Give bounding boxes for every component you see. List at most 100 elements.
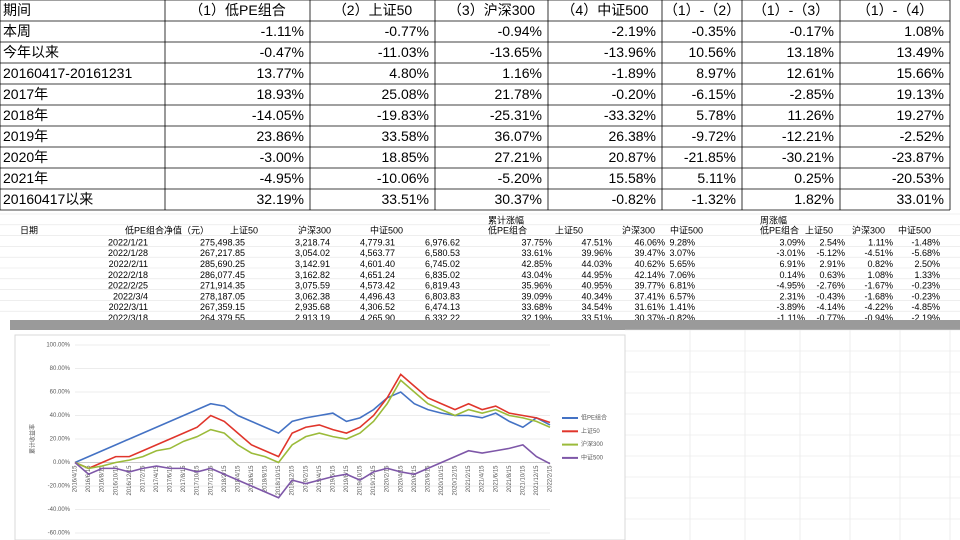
cell: 2021年 (3, 170, 48, 186)
cell: -4.14% (816, 302, 845, 312)
cell: 4,601.40 (360, 259, 395, 269)
legend-label: 沪深300 (581, 440, 604, 448)
cell: 20.87% (609, 149, 656, 165)
cell: 35.96% (521, 281, 552, 291)
cell: 39.47% (634, 248, 665, 258)
cell: 37.75% (521, 237, 552, 247)
cell: 2.31% (779, 291, 805, 301)
cell: 43.04% (521, 270, 552, 280)
y-tick-label: 100.00% (46, 343, 70, 349)
cell: 6.91% (779, 259, 805, 269)
cell: -30.21% (782, 149, 834, 165)
x-tick-label: 2019/4/15 (317, 465, 323, 492)
column-header: （1）低PE组合 (189, 2, 285, 18)
x-tick-label: 2021/8/15 (507, 465, 513, 492)
cell: 今年以来 (3, 44, 59, 60)
cell: 27.21% (495, 149, 542, 165)
cell: -0.20% (612, 86, 656, 102)
cell: -4.85% (911, 302, 940, 312)
cell: -0.23% (911, 291, 940, 301)
cell: -12.21% (782, 128, 834, 144)
cell: 2.50% (914, 259, 940, 269)
cell: 3,218.74 (295, 237, 330, 247)
column-header: 上证50 (805, 225, 833, 235)
cell: 6,474.13 (425, 302, 460, 312)
cell: 5.65% (669, 259, 695, 269)
series-line (74, 391, 551, 464)
column-header: 中证500 (370, 224, 403, 235)
column-header: 低PE组合 (760, 224, 799, 235)
y-tick-label: -60.00% (48, 531, 71, 537)
cell: 40.62% (634, 259, 665, 269)
cell: -9.72% (692, 128, 736, 144)
cell: 285,690.25 (200, 259, 245, 269)
cell: 0.14% (779, 270, 805, 280)
column-header: （3）沪深300 (448, 2, 535, 18)
cell: 46.06% (634, 237, 665, 247)
cell: 2022/3/11 (109, 302, 148, 312)
cell: 1.11% (868, 237, 893, 247)
x-tick-label: 2022/2/15 (548, 465, 554, 492)
cell: 7.06% (669, 270, 695, 280)
cell: 37.41% (634, 291, 665, 301)
cell: 40.95% (581, 281, 612, 291)
cell: 33.61% (521, 248, 552, 258)
cell: 6.57% (669, 291, 695, 301)
x-tick-label: 2018/4/15 (235, 465, 241, 492)
cell: -0.35% (692, 23, 736, 39)
x-tick-label: 2016/8/15 (100, 465, 106, 492)
cell: 3,075.59 (295, 281, 330, 291)
cell: -2.19% (612, 23, 656, 39)
legend-label: 中证500 (581, 453, 604, 461)
x-tick-label: 2016/12/15 (127, 465, 133, 496)
cell: -10.06% (377, 170, 429, 186)
x-tick-label: 2019/12/15 (371, 465, 377, 496)
legend-label: 低PE组合 (581, 414, 607, 422)
cell: -3.89% (776, 302, 805, 312)
column-header: 上证50 (555, 225, 583, 235)
cell: 30.37% (495, 191, 542, 207)
cell: 4,573.42 (360, 281, 395, 291)
cell: -5.68% (911, 248, 940, 258)
x-tick-label: 2021/4/15 (480, 465, 486, 492)
x-tick-label: 2017/8/15 (181, 465, 187, 492)
cell: -0.23% (911, 281, 940, 291)
x-tick-label: 2020/4/15 (398, 465, 404, 492)
cell: 13.77% (257, 65, 304, 81)
cell: 11.26% (788, 107, 834, 123)
cell: 8.97% (696, 65, 736, 81)
y-tick-label: -20.00% (48, 484, 71, 490)
y-tick-label: 0.00% (53, 460, 71, 466)
cell: 3,162.82 (295, 270, 330, 280)
cell: 2022/2/18 (108, 270, 148, 280)
cell: 32.19% (257, 191, 304, 207)
cell: 6,745.02 (425, 259, 460, 269)
cell: 13.18% (787, 44, 834, 60)
cell: 44.95% (581, 270, 612, 280)
cell: -1.89% (612, 65, 656, 81)
column-header: 中证500 (670, 224, 703, 235)
column-header: 上证50 (230, 225, 258, 235)
cell: 3.07% (669, 248, 695, 258)
cell: 6,819.43 (425, 281, 460, 291)
column-header: 沪深300 (298, 224, 331, 235)
group-header: 累计涨幅 (488, 214, 524, 225)
column-header: （4）中证500 (561, 2, 648, 18)
series-line (74, 379, 551, 470)
cell: 21.78% (495, 86, 542, 102)
cell: -0.94% (498, 23, 542, 39)
cell: 33.58% (382, 128, 429, 144)
x-tick-label: 2016/10/15 (113, 465, 119, 496)
cell: 3,054.02 (295, 248, 330, 258)
y-tick-label: 80.00% (50, 366, 71, 372)
cell: 本周 (3, 23, 31, 39)
cell: 278,187.05 (200, 291, 245, 301)
cell: 6,580.53 (425, 248, 460, 258)
cell: 2017年 (3, 86, 48, 102)
cell: 26.38% (609, 128, 656, 144)
cell: 42.14% (634, 270, 665, 280)
cell: 2022/3/18 (108, 313, 148, 323)
cell: -5.12% (816, 248, 845, 258)
cell: 42.85% (521, 259, 552, 269)
